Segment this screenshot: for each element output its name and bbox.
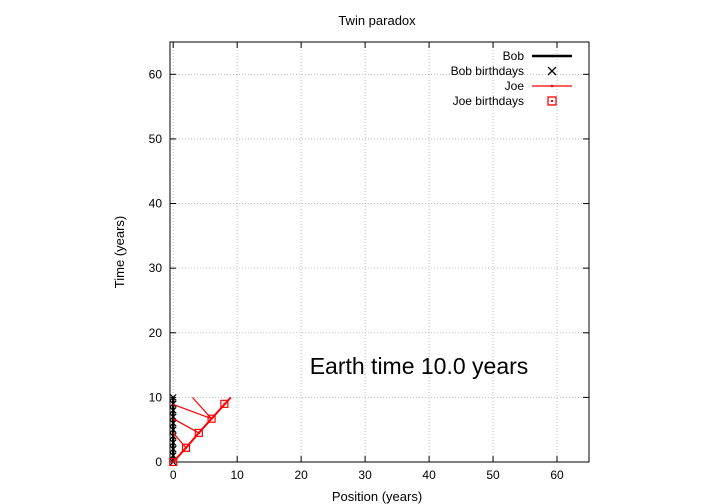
y-tick-label: 0: [155, 455, 162, 469]
light-signal-line: [172, 418, 200, 434]
joe-birthday-marker: [207, 414, 216, 423]
x-tick-label: 30: [358, 468, 372, 482]
series-line-joe: [172, 396, 232, 463]
legend-swatch-point: [550, 54, 554, 58]
bob-birthday-marker: [169, 393, 177, 401]
y-tick-label: 40: [149, 197, 163, 211]
y-tick-label: 60: [149, 67, 163, 81]
legend-swatch-point: [550, 84, 554, 88]
joe-birthday-marker: [194, 428, 203, 438]
y-tick-label: 20: [149, 326, 163, 340]
x-tick-label: 40: [422, 468, 436, 482]
plot-frame: [169, 41, 590, 463]
joe-birthday-marker: [169, 457, 178, 467]
y-tick-label: 30: [149, 261, 163, 275]
y-axis-label: Time (years): [112, 216, 127, 288]
grid: [170, 42, 589, 463]
chart-title: Twin paradox: [338, 13, 416, 28]
x-tick-label: 60: [550, 468, 564, 482]
light-signal-line: [172, 432, 187, 449]
joe-birthday-marker: [220, 399, 229, 408]
bob-birthday-marker: [169, 426, 177, 434]
bob-birthday-marker: [169, 432, 177, 440]
legend-label: Bob: [503, 49, 525, 63]
annotation-earth-time: Earth time 10.0 years: [310, 353, 529, 379]
y-tick-label: 10: [149, 390, 163, 404]
x-tick-label: 0: [170, 468, 177, 482]
series-layer: [169, 393, 232, 467]
bob-birthday-marker: [169, 413, 177, 421]
joe-birthday-marker: [181, 443, 191, 452]
legend-label: Joe birthdays: [453, 94, 524, 108]
axis-ticks: 0 10 20 30 40 50 60 0 10 20 30 40 50 60: [149, 42, 589, 482]
legend-swatch-square: [547, 96, 557, 106]
bob-birthday-marker: [169, 419, 177, 427]
legend-label: Joe: [505, 79, 525, 93]
bob-birthday-marker: [169, 445, 177, 453]
joe-birthday-marker-dot: [210, 417, 213, 420]
legend-swatch-square-dot: [551, 100, 553, 102]
legend-swatch-x: [547, 66, 557, 76]
x-tick-label: 20: [294, 468, 308, 482]
bob-birthday-marker: [169, 406, 177, 414]
light-signal-line: [172, 403, 212, 420]
x-tick-label: 10: [230, 468, 244, 482]
x-axis-label: Position (years): [332, 489, 422, 504]
bob-birthday-marker: [169, 452, 177, 459]
x-tick-label: 50: [486, 468, 500, 482]
joe-birthday-marker-dot: [223, 402, 226, 405]
y-tick-label: 50: [149, 132, 163, 146]
legend-label: Bob birthdays: [451, 64, 524, 78]
joe-birthday-marker-dot: [197, 431, 200, 434]
joe-birthday-marker-dot: [184, 446, 187, 449]
joe-birthday-marker-dot: [172, 461, 175, 463]
bob-birthday-marker: [169, 439, 177, 447]
